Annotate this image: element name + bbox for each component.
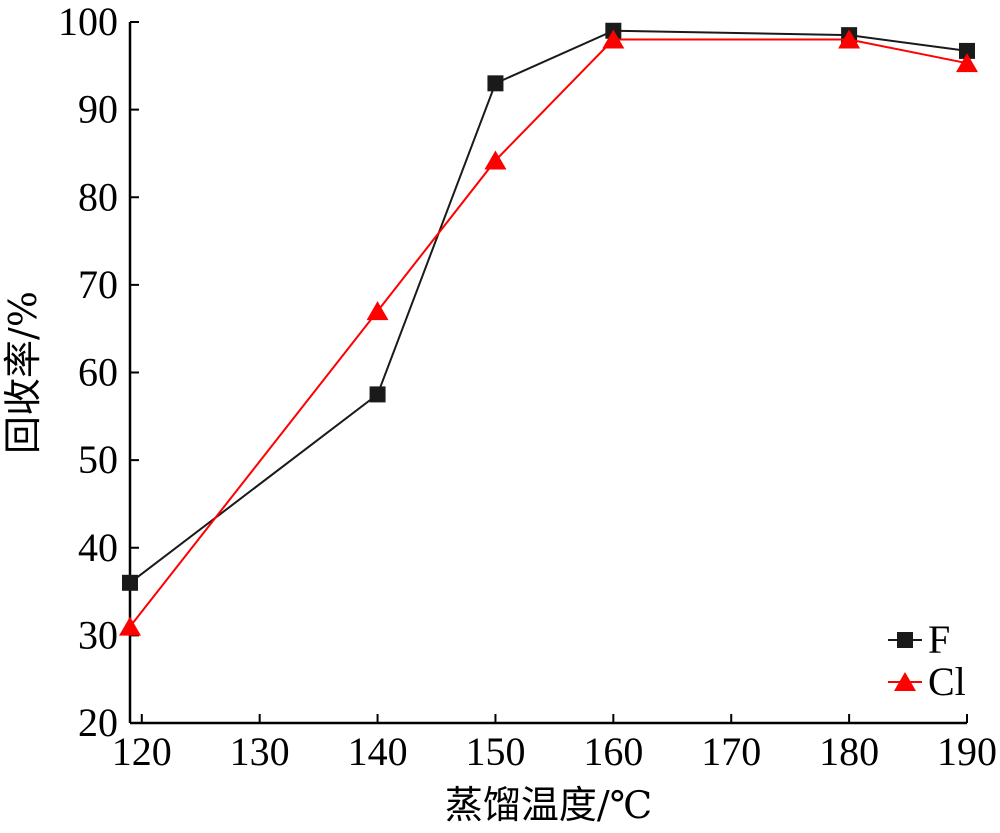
- y-tick-label: 100: [58, 0, 118, 44]
- x-tick-label: 120: [112, 729, 172, 774]
- series-line-cl: [129, 38, 968, 628]
- x-tick-label: 150: [465, 729, 525, 774]
- y-tick-label: 90: [78, 87, 118, 132]
- y-ticks: 20 30 40 50 60 70 80 90 100: [58, 0, 139, 745]
- x-tick-label: 170: [701, 729, 761, 774]
- y-tick-label: 30: [78, 612, 118, 657]
- legend-marker-f: [897, 632, 913, 648]
- series-layer: [119, 22, 978, 636]
- x-tick-label: 130: [230, 729, 290, 774]
- x-tick-label: 140: [348, 729, 408, 774]
- x-ticks: 120 130 140 150 160 170 180 190: [112, 714, 997, 774]
- axes: [128, 22, 967, 725]
- legend-label-cl: Cl: [928, 659, 966, 704]
- x-axis-title: 蒸馏温度/℃: [445, 783, 652, 827]
- y-tick-label: 80: [78, 174, 118, 219]
- data-point-cl: [119, 616, 141, 636]
- y-tick-label: 20: [78, 700, 118, 745]
- legend-marker-cl: [894, 672, 916, 691]
- x-tick-label: 180: [819, 729, 879, 774]
- data-point-f: [369, 386, 386, 403]
- legend-label-f: F: [928, 617, 950, 662]
- data-point-cl: [956, 53, 978, 73]
- y-tick-label: 40: [78, 525, 118, 570]
- y-tick-label: 60: [78, 350, 118, 395]
- series-cl: [119, 29, 978, 636]
- data-point-cl: [484, 150, 507, 170]
- y-axis-title: 回收率/%: [1, 291, 45, 454]
- series-f: [122, 22, 975, 591]
- data-point-f: [122, 574, 138, 591]
- x-tick-label: 160: [583, 729, 643, 774]
- series-line-f: [129, 29, 968, 584]
- data-point-cl: [838, 29, 861, 49]
- y-tick-label: 50: [78, 437, 118, 482]
- legend: FCl: [888, 617, 966, 704]
- data-point-f: [959, 42, 975, 59]
- data-point-f: [487, 75, 504, 92]
- y-tick-label: 70: [78, 262, 118, 307]
- x-tick-label: 190: [937, 729, 997, 774]
- data-point-cl: [602, 29, 625, 49]
- data-point-cl: [366, 301, 389, 321]
